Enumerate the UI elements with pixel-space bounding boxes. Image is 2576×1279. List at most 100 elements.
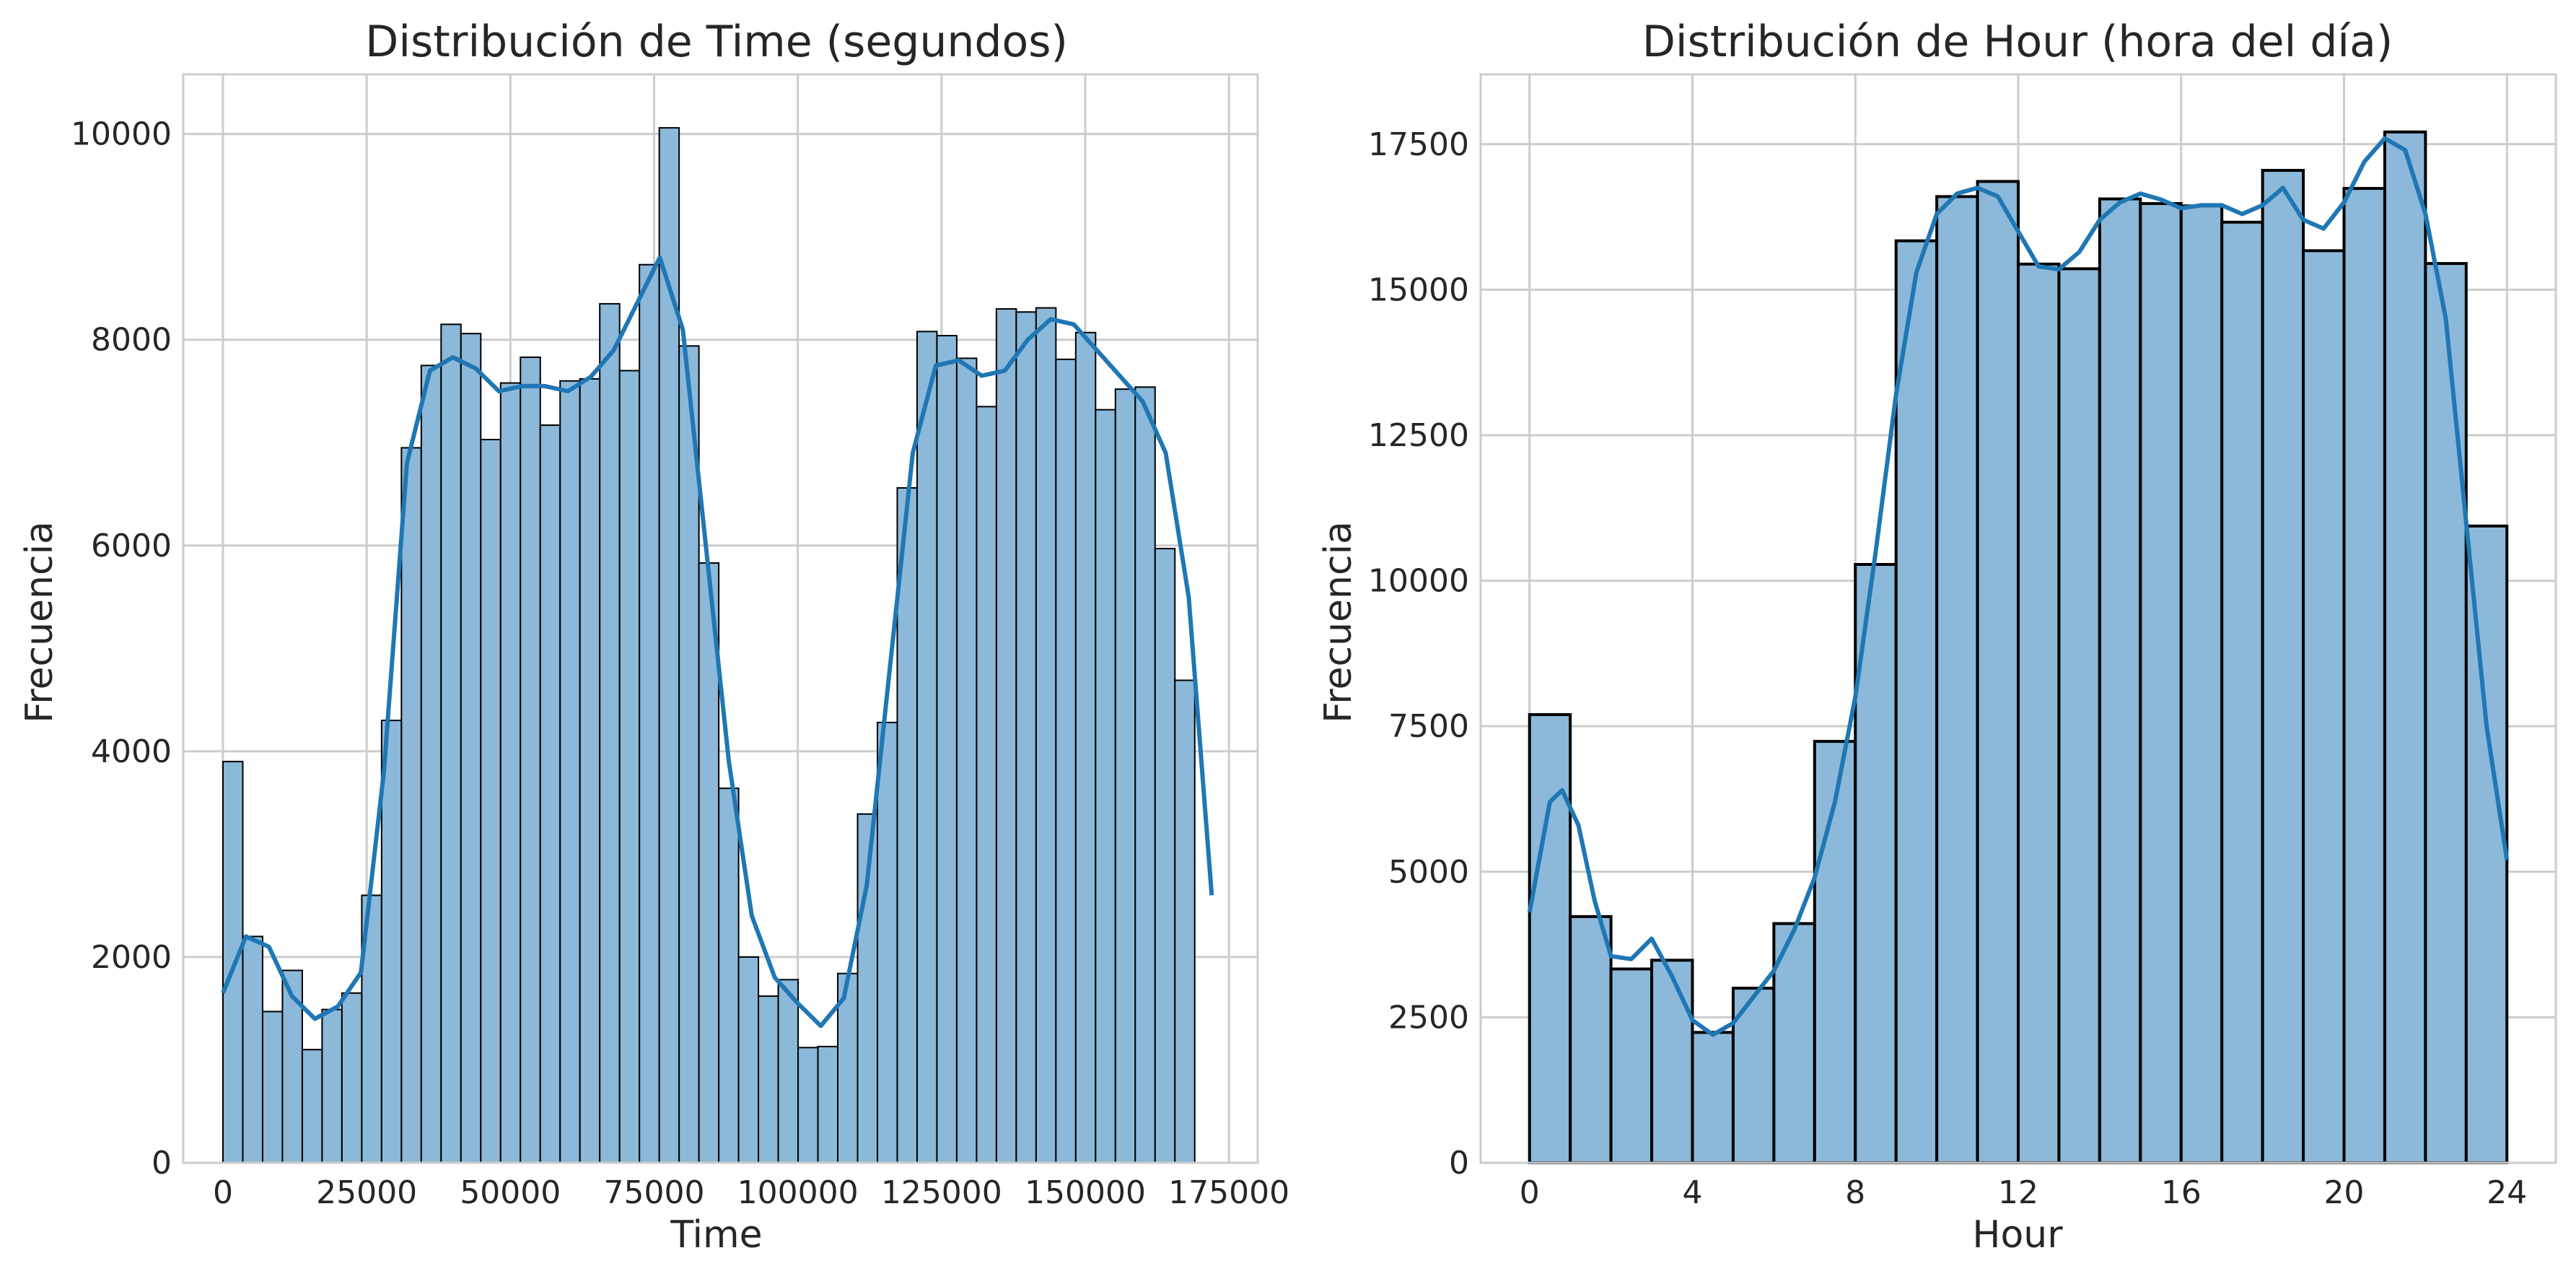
histogram-bar [2057,267,2101,1165]
x-tick-label: 0 [1520,1174,1540,1211]
x-tick-label: 25000 [316,1174,417,1211]
histogram-bar [2220,220,2264,1164]
histogram-bar [1114,388,1136,1164]
histogram-bar [955,357,978,1164]
histogram-bar [242,935,263,1164]
y-tick-label: 5000 [1388,854,1469,891]
y-axis-label: Frecuencia [1317,521,1360,723]
histogram-bar [2424,262,2468,1164]
y-tick-label: 0 [152,1145,172,1182]
x-tick-label: 50000 [460,1174,561,1211]
x-tick-label: 100000 [737,1174,859,1211]
histogram-bar [499,382,522,1164]
histogram-bar [1650,959,1694,1164]
x-tick-label: 150000 [1025,1174,1146,1211]
histogram-bar [718,787,740,1164]
histogram-bar [1935,195,1979,1165]
histogram-bar [876,721,898,1164]
histogram-bar [321,1008,343,1164]
histogram-bar [817,1045,839,1164]
time-histogram-chart: Distribución de Time (segundos) 0 25000 50… [18,17,1289,1257]
x-tick-labels: 0 4 8 12 16 20 24 [1520,1174,2528,1211]
y-tick-label: 4000 [91,733,172,770]
x-axis-label: Hour [1972,1213,2063,1257]
x-axis-label: Time [670,1213,762,1257]
x-tick-label: 0 [213,1174,233,1211]
histogram-bar [837,972,859,1164]
histogram-bar [2261,169,2305,1164]
histogram-bar [976,406,997,1164]
y-tick-label: 10000 [71,116,172,153]
histogram-bar [400,447,422,1164]
x-tick-label: 16 [2161,1174,2202,1211]
histogram-bar [758,995,779,1164]
histogram-bar [1569,914,1613,1165]
y-tick-label: 15000 [1368,271,1469,308]
x-tick-label: 20 [2324,1174,2365,1211]
histogram-bar [599,302,621,1164]
histogram-bar [2179,204,2224,1165]
histogram-bar [222,761,244,1164]
histogram-bar [1154,548,1176,1164]
histogram-bar [440,323,462,1164]
histogram-bar [460,333,482,1164]
histogram-bar [896,486,918,1164]
chart-title: Distribución de Time (segundos) [365,17,1068,67]
histogram-bar [1813,740,1857,1165]
histogram-bar [995,307,1017,1164]
y-tick-label: 17500 [1368,126,1469,163]
histogram-bar [1528,713,1572,1164]
histogram-bar [1976,180,2020,1165]
histogram-bar [618,370,641,1164]
x-tick-label: 125000 [881,1174,1002,1211]
y-tick-label: 2500 [1388,999,1469,1036]
hour-histogram-chart: Distribución de Hour (hora del día) 0 4 8 1… [1317,17,2557,1257]
histogram-bar [1691,1031,1735,1164]
y-tick-label: 8000 [91,322,172,359]
histogram-bar [579,377,601,1164]
y-tick-label: 12500 [1368,417,1469,454]
x-tick-label: 175000 [1168,1174,1289,1211]
x-tick-labels: 0 25000 50000 75000 100000 125000 150000 175000 [213,1174,1289,1211]
y-tick-label: 7500 [1388,708,1469,745]
histogram-bar [639,263,660,1164]
y-tick-label: 0 [1449,1145,1469,1182]
histogram-bar [1134,386,1156,1164]
bars [1528,130,2509,1165]
histogram-bar [1609,967,1654,1165]
histogram-bar [301,1049,323,1164]
histogram-bar [737,956,760,1164]
plot-frame [1479,73,2557,1164]
x-tick-label: 8 [1845,1174,1865,1211]
histogram-bar [2139,202,2183,1164]
x-tick-label: 24 [2487,1174,2527,1211]
histogram-bar [936,335,958,1164]
histogram-bar [777,979,799,1164]
y-tick-label: 6000 [91,528,172,564]
chart-title: Distribución de Hour (hora del día) [1642,17,2393,67]
histogram-bar [1894,239,1939,1165]
y-tick-labels: 0 2500 5000 7500 10000 12500 15000 17500 [1368,126,1469,1182]
plot-frame [182,73,1259,1164]
y-axis-label: Frecuencia [18,521,61,723]
histogram-bar [1035,307,1057,1164]
histogram-bar [380,720,403,1164]
histogram-bar [2342,187,2386,1164]
histogram-bar [2017,262,2061,1164]
histogram-bar [420,365,442,1164]
histogram-bar [480,438,501,1164]
histogram-bar [2098,197,2142,1165]
histogram-bar [2383,130,2427,1164]
x-tick-label: 75000 [603,1174,704,1211]
histogram-bar [1074,331,1097,1164]
x-tick-label: 12 [1998,1174,2038,1211]
kde-line [221,255,1214,1029]
kde-line [1527,136,2510,1037]
histogram-bar [1174,679,1196,1164]
histogram-bar [797,1047,819,1164]
histogram-bar [2302,249,2346,1165]
histogram-bar [1015,311,1037,1164]
histogram-bar [2464,524,2509,1164]
histogram-bar [520,356,541,1164]
y-tick-label: 10000 [1368,563,1469,600]
